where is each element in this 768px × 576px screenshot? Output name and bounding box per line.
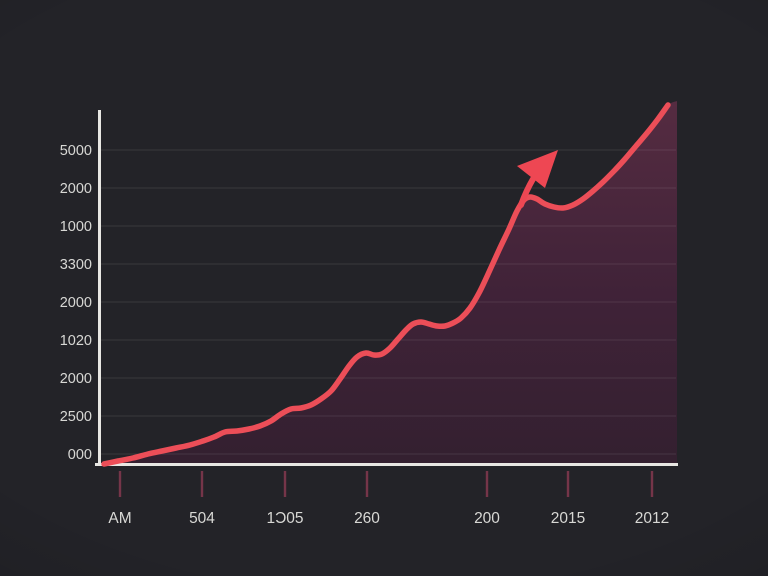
x-axis-label: 2015	[551, 510, 585, 527]
y-axis-label: 1000	[60, 219, 92, 235]
y-axis-label: 000	[68, 447, 92, 463]
x-axis-label: 2012	[635, 510, 669, 527]
y-axis-label: 2000	[60, 371, 92, 387]
x-axis-label: AM	[108, 510, 131, 527]
x-axis-label: 1Ɔ05	[266, 510, 303, 527]
y-axis-label: 3300	[60, 257, 92, 273]
y-axis-label: 1020	[60, 333, 92, 349]
area-fill	[104, 101, 677, 464]
y-axis-label: 2000	[60, 181, 92, 197]
trend-line	[101, 102, 671, 467]
y-axis-label: 2500	[60, 409, 92, 425]
trend-arrow-tail	[518, 176, 536, 208]
trend-arrow-icon	[517, 150, 558, 188]
y-axis-label: 2000	[60, 295, 92, 311]
x-axis-label: 504	[189, 510, 215, 527]
x-axis-label: 200	[474, 510, 500, 527]
y-axis-label: 5000	[60, 143, 92, 159]
x-axis-label: 260	[354, 510, 380, 527]
